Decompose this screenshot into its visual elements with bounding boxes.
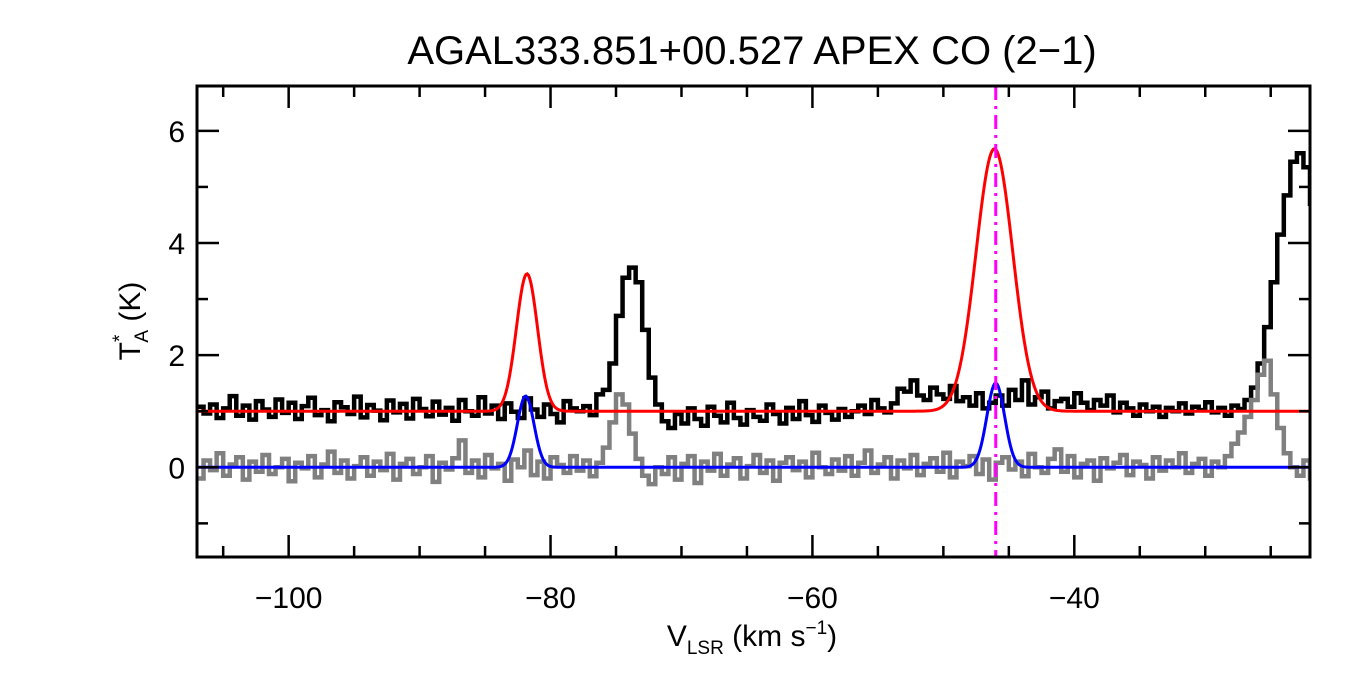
tick-layer: [197, 86, 1310, 557]
x-tick-label: −100: [255, 582, 323, 615]
y-axis-label-rest: (K): [114, 282, 147, 330]
y-axis-label-main: T: [114, 342, 147, 360]
y-tick-label: 2: [168, 340, 185, 373]
x-axis-label-sup: −1: [805, 618, 827, 639]
y-axis-label: T*A (K): [110, 282, 153, 361]
x-axis-label-sub: LSR: [687, 638, 724, 659]
spectrum-series-1: [197, 358, 1310, 487]
x-axis-label-main: V: [667, 620, 687, 653]
chart-title: AGAL333.851+00.527 APEX CO (2−1): [407, 29, 1096, 73]
x-axis-label-rest: (km s: [724, 620, 806, 653]
fit-curve-3: [197, 381, 1310, 469]
x-axis-label: VLSR (km s−1): [667, 618, 837, 659]
y-axis-label-sub: A: [132, 330, 153, 343]
tick-label-layer: −100 −80 −60 −40 0 2 4 6: [168, 116, 1099, 615]
x-tick-label: −40: [1049, 582, 1100, 615]
y-axis-label-sup: *: [110, 334, 131, 342]
x-axis-label-close: ): [827, 620, 837, 653]
fit-curve-2: [197, 147, 1310, 413]
plot-frame: [195, 84, 1312, 559]
y-tick-label: 0: [168, 452, 185, 485]
series-layer: [197, 147, 1310, 487]
y-tick-label: 4: [168, 228, 185, 261]
y-tick-label: 6: [168, 116, 185, 149]
spectrum-series-0: [197, 151, 1310, 431]
x-tick-label: −60: [787, 582, 838, 615]
x-tick-label: −80: [525, 582, 576, 615]
